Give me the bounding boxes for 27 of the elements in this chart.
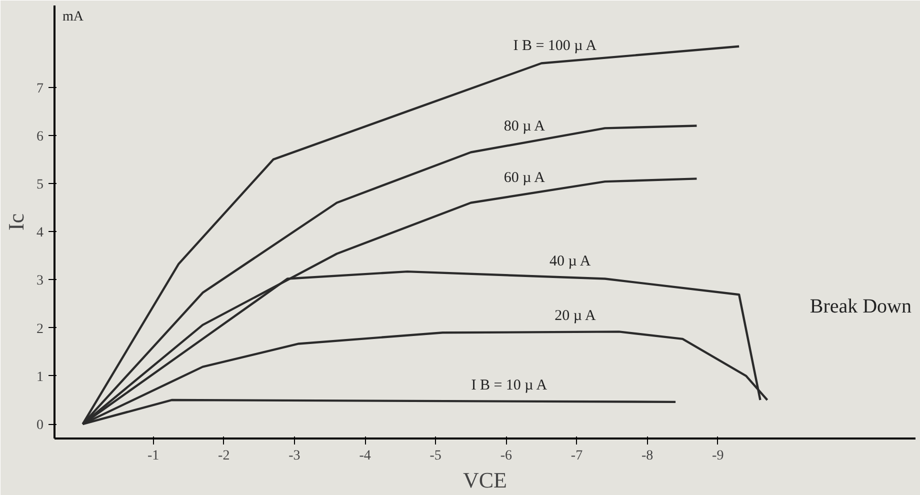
x-tick-label: -5	[430, 448, 442, 464]
x-tick-label: -4	[359, 448, 371, 464]
y-tick-label: 5	[36, 178, 44, 193]
series-label: 80 µ A	[504, 118, 546, 135]
y-tick-label: 6	[36, 129, 44, 144]
y-tick-label: 7	[36, 81, 44, 96]
y-tick-label: 4	[36, 226, 44, 241]
y-tick-label: 0	[36, 418, 44, 434]
x-tick-label: -1	[147, 448, 160, 464]
y-tick-label: 3	[36, 274, 44, 289]
x-axis-title: VCE	[463, 468, 507, 492]
y-axis-title: Ic	[4, 213, 28, 231]
series-label: 40 µ A	[550, 254, 591, 270]
x-tick-label: -9	[712, 448, 724, 464]
series-label: I B = 10 µ A	[471, 377, 548, 394]
annotation: Break Down	[810, 295, 912, 318]
annotation: mA	[62, 10, 84, 24]
y-tick-label: 2	[36, 322, 44, 337]
series-label: I B = 100 µ A	[513, 38, 597, 54]
x-tick-label: -2	[218, 448, 230, 464]
x-tick-label: -6	[500, 448, 512, 464]
x-tick-label: -7	[570, 448, 583, 464]
series-label: 20 µ A	[554, 308, 596, 324]
y-tick-label: 1	[36, 370, 44, 385]
series-label: 60 µ A	[504, 170, 546, 186]
x-tick-label: -3	[288, 448, 300, 464]
x-tick-label: -8	[641, 448, 654, 464]
